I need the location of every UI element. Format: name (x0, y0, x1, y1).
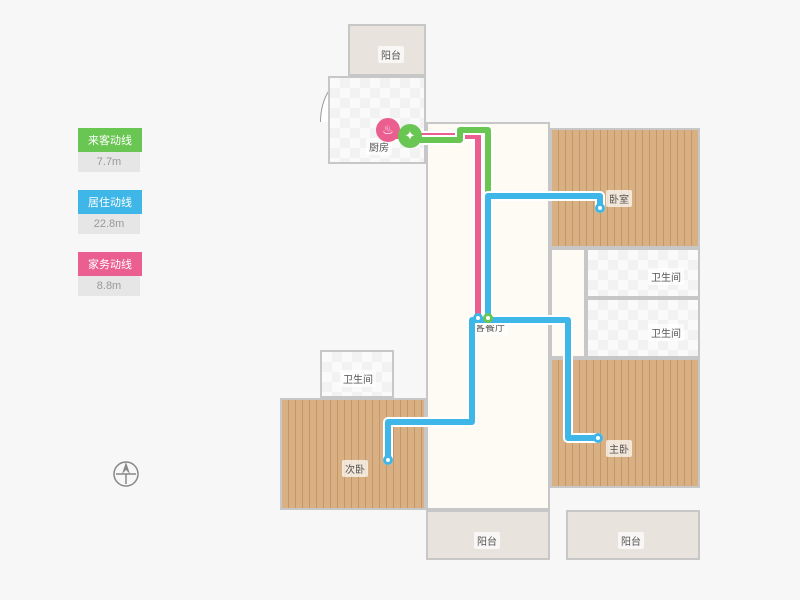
legend-item-house: 家务动线 8.8m (78, 252, 142, 296)
floorplan: 阳台厨房卧室卫生间卫生间主卧客餐厅卫生间次卧阳台阳台 ♨✦ (260, 20, 740, 580)
legend-value: 22.8m (78, 214, 140, 234)
flow-node (593, 433, 603, 443)
room: 卧室 (550, 128, 700, 248)
flow-node (383, 455, 393, 465)
legend: 来客动线 7.7m 居住动线 22.8m 家务动线 8.8m (78, 128, 142, 314)
room-label: 卫生间 (340, 370, 376, 387)
room-label: 阳台 (618, 532, 644, 549)
room-label: 主卧 (606, 440, 632, 457)
legend-label: 家务动线 (78, 252, 142, 276)
legend-label: 居住动线 (78, 190, 142, 214)
flow-node (473, 313, 483, 323)
room: 卫生间 (586, 248, 700, 298)
room: 卫生间 (320, 350, 394, 398)
room (550, 248, 586, 358)
legend-label: 来客动线 (78, 128, 142, 152)
room-label: 卧室 (606, 190, 632, 207)
room-label: 卫生间 (648, 268, 684, 285)
room: 厨房 (328, 76, 426, 164)
room: 主卧 (550, 358, 700, 488)
compass-icon (112, 460, 140, 488)
flow-node (483, 313, 493, 323)
legend-item-guest: 来客动线 7.7m (78, 128, 142, 172)
room-label: 阳台 (474, 532, 500, 549)
room-label: 次卧 (342, 460, 368, 477)
room: 次卧 (280, 398, 426, 510)
legend-item-living: 居住动线 22.8m (78, 190, 142, 234)
legend-value: 7.7m (78, 152, 140, 172)
room: 阳台 (426, 510, 550, 560)
room-label: 卫生间 (648, 324, 684, 341)
room: 卫生间 (586, 298, 700, 358)
room-label: 阳台 (378, 46, 404, 63)
map-pin-icon: ♨ (376, 118, 400, 142)
room: 阳台 (348, 24, 426, 76)
flow-node (595, 203, 605, 213)
legend-value: 8.8m (78, 276, 140, 296)
map-pin-icon: ✦ (398, 124, 422, 148)
room: 阳台 (566, 510, 700, 560)
